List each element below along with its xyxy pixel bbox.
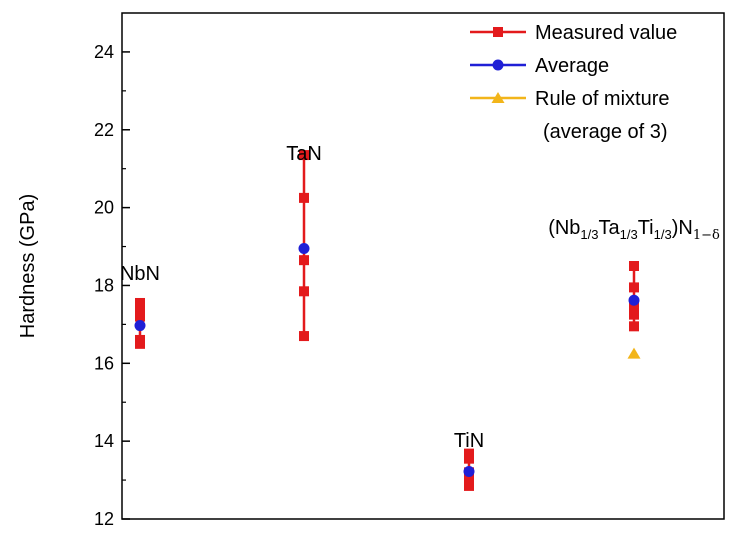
measured-point (464, 453, 474, 464)
y-tick-label: 14 (94, 431, 114, 451)
measured-point (299, 150, 309, 161)
measured-point (135, 311, 145, 322)
legend-item: Average (470, 55, 609, 77)
y-tick-label: 24 (94, 42, 114, 62)
legend-label-line2: (average of 3) (543, 121, 668, 143)
measured-point (299, 286, 309, 297)
legend: Measured value Average Rule of mixture (ave… (470, 22, 677, 143)
category-label: NbN (120, 263, 160, 285)
legend-marker (492, 59, 504, 71)
measured-point (629, 309, 639, 320)
average-point (298, 242, 310, 254)
measured-point (135, 338, 145, 349)
legend-item: Rule of mixture (470, 88, 670, 110)
measured-point (135, 297, 145, 308)
category-label: (Nb1/3Ta1/3Ti1/3)N1−δ (548, 217, 720, 243)
measured-point (464, 480, 474, 491)
y-axis-title: Hardness (GPa) (17, 194, 39, 339)
measured-point (299, 192, 309, 203)
measured-point (629, 282, 639, 293)
rule-of-mixture-point (627, 347, 641, 359)
axes: 12 14 16 18 20 22 24 Hardness (GPa) (17, 12, 725, 529)
measured-point (464, 448, 474, 459)
legend-marker (493, 27, 503, 37)
data-marks (134, 150, 641, 491)
measured-point (629, 261, 639, 271)
legend-label: Average (535, 55, 609, 77)
category-label: TaN (286, 143, 322, 165)
y-tick-label: 22 (94, 120, 114, 140)
measured-point (629, 321, 639, 332)
average-point (463, 466, 475, 478)
measured-point (135, 303, 145, 314)
average-point (134, 320, 146, 332)
y-tick-label: 20 (94, 198, 114, 218)
legend-label: Measured value (535, 22, 677, 44)
average-point (628, 294, 640, 306)
y-tick-label: 18 (94, 275, 114, 295)
legend-item: Measured value (470, 22, 677, 44)
legend-marker (491, 92, 505, 103)
category-label: TiN (454, 430, 484, 452)
plot-frame (121, 12, 725, 520)
measured-point (299, 331, 309, 342)
measured-point (299, 255, 309, 266)
legend-label: Rule of mixture (535, 88, 670, 110)
category-labels: NbN TaN TiN (Nb1/3Ta1/3Ti1/3)N1−δ (120, 143, 720, 452)
y-tick-label: 12 (94, 509, 114, 529)
y-tick-label: 16 (94, 353, 114, 373)
